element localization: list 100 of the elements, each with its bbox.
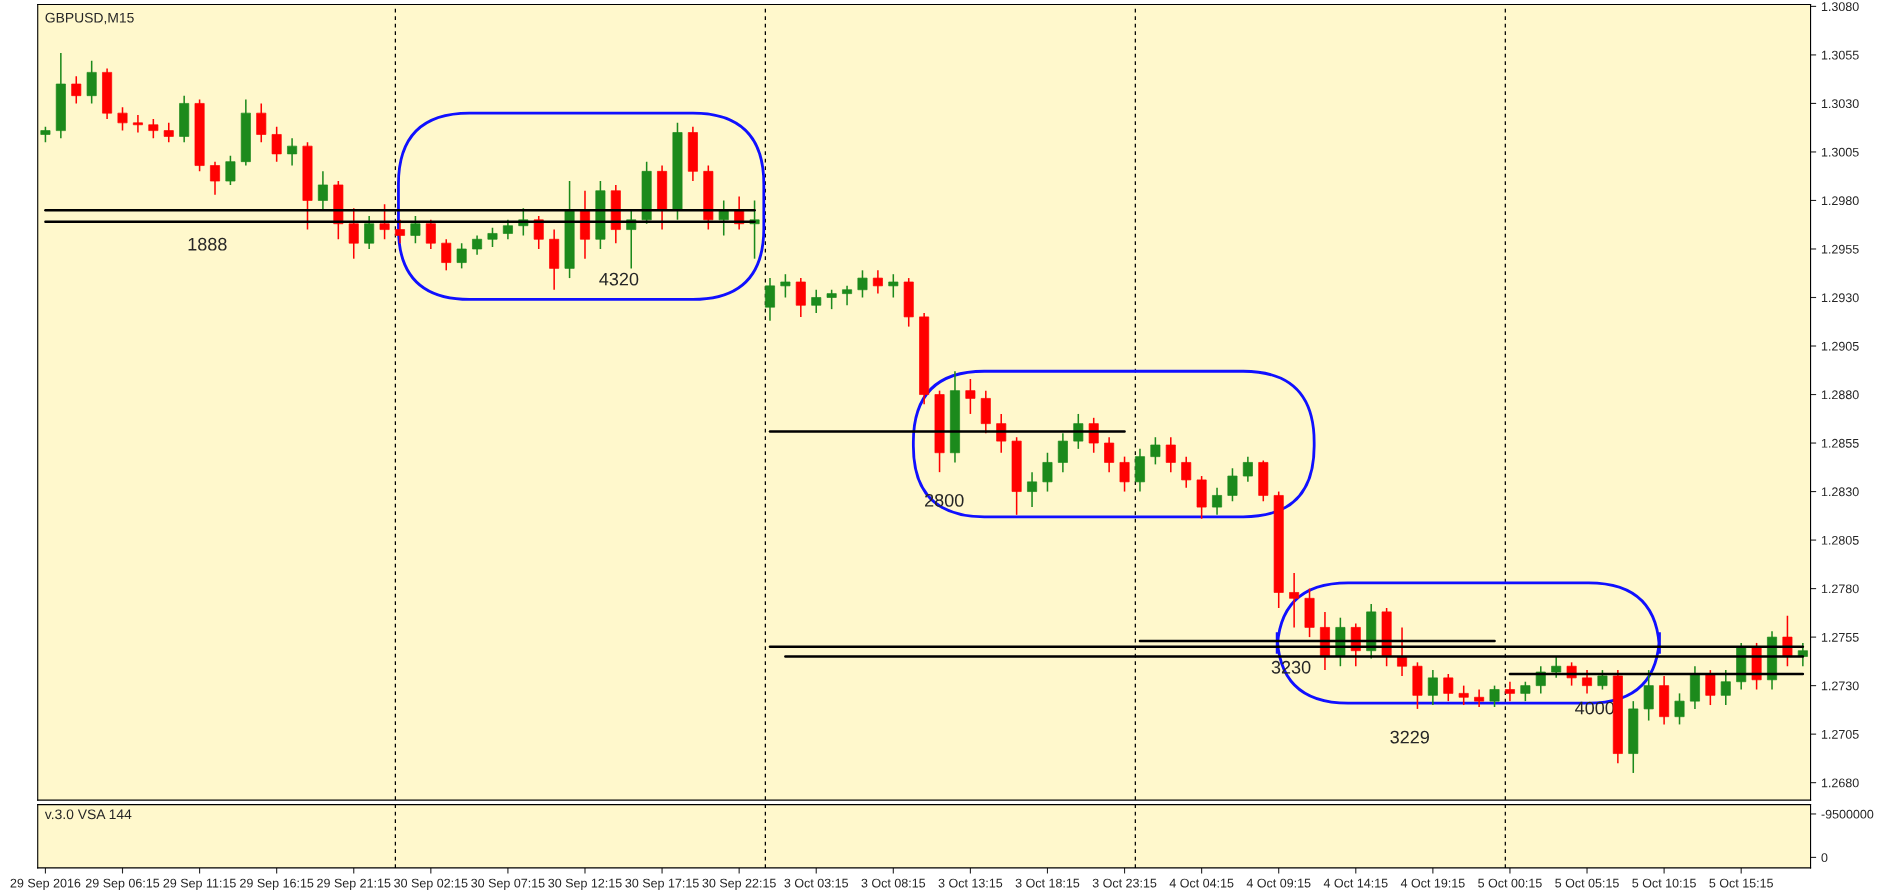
candlestick <box>317 170 328 211</box>
x-tick-label: 4 Oct 09:15 <box>1246 878 1311 888</box>
candlestick <box>718 199 729 237</box>
y-tick-label: 1.2755 <box>1821 632 1859 642</box>
x-tick-label: 30 Sep 17:15 <box>625 878 699 890</box>
candlestick <box>1427 669 1438 706</box>
y-tick-label: 1.2780 <box>1821 584 1859 594</box>
x-tick-label: 4 Oct 14:15 <box>1323 878 1388 888</box>
candlestick <box>1458 684 1469 706</box>
candlestick <box>1165 436 1176 473</box>
x-tick-label: 4 Oct 19:15 <box>1400 878 1465 888</box>
candlestick <box>1027 471 1038 508</box>
candlestick <box>1289 572 1300 629</box>
candlestick <box>1104 436 1115 473</box>
x-tick-label: 5 Oct 00:15 <box>1478 878 1542 888</box>
x-tick-label: 5 Oct 10:15 <box>1632 878 1696 888</box>
x-tick-label: 29 Sep 11:15 <box>163 878 236 890</box>
x-tick-label: 3 Oct 08:15 <box>861 878 926 888</box>
y-tick-label: 1.2855 <box>1821 438 1859 448</box>
x-tick-label: 3 Oct 13:15 <box>938 878 1003 888</box>
candlestick <box>256 102 267 144</box>
candlestick <box>225 155 236 186</box>
x-tick-label: 30 Sep 22:15 <box>702 878 776 890</box>
candlestick <box>533 215 544 250</box>
candlestick <box>456 242 467 270</box>
candlestick <box>795 277 806 318</box>
candlestick <box>502 219 513 241</box>
y-tick-label: 1.2830 <box>1821 487 1859 497</box>
candlestick <box>1443 673 1454 702</box>
candlestick <box>1181 455 1192 489</box>
candlestick <box>1119 455 1130 493</box>
candlestick <box>1504 680 1515 702</box>
candlestick <box>441 238 452 272</box>
candlestick <box>1489 684 1500 708</box>
candlestick <box>148 118 159 140</box>
y-tick-label: 1.3055 <box>1821 50 1859 60</box>
x-tick-label: 29 Sep 16:15 <box>240 878 314 890</box>
candlestick <box>410 215 421 244</box>
text: GBPUSD,M15 <box>45 12 134 25</box>
candlestick <box>826 288 837 310</box>
y-tick-label: -9500000 <box>1821 809 1874 819</box>
candlestick <box>765 277 775 322</box>
x-tick-label: 5 Oct 05:15 <box>1555 878 1619 888</box>
y-tick-label: 1.3080 <box>1821 2 1859 12</box>
x-tick-label: 4 Oct 04:15 <box>1169 878 1234 888</box>
y-tick-label: 1.2905 <box>1821 341 1859 351</box>
x-tick-label: 3 Oct 03:15 <box>784 878 849 888</box>
annotation: 3229 <box>1390 730 1429 744</box>
candlestick <box>271 125 282 163</box>
candlestick <box>1597 669 1608 691</box>
candlestick <box>117 106 128 132</box>
candlestick <box>425 219 436 250</box>
y-tick-label: 1.2955 <box>1821 244 1859 254</box>
candlestick <box>348 207 359 260</box>
candlestick <box>1520 680 1531 702</box>
annotation: 4320 <box>599 272 639 286</box>
y-tick-label: 1.2805 <box>1821 535 1859 545</box>
x-tick-label: 30 Sep 07:15 <box>471 878 545 890</box>
candlestick <box>1705 669 1716 706</box>
candlestick <box>395 219 405 244</box>
candlestick <box>163 122 174 144</box>
candlestick <box>364 215 375 250</box>
candlestick <box>888 273 899 299</box>
y-tick-label: 1.3005 <box>1821 147 1859 157</box>
candlestick <box>1057 432 1068 473</box>
candlestick <box>1643 669 1654 722</box>
candlestick <box>811 288 822 314</box>
candlestick <box>1150 436 1161 466</box>
x-tick-label: 5 Oct 15:15 <box>1709 878 1773 888</box>
candlestick <box>1674 692 1685 726</box>
annotation: 1888 <box>188 237 227 251</box>
y-tick-label: 1.2705 <box>1821 729 1859 739</box>
candlestick <box>872 269 883 295</box>
y-tick-label: 1.2980 <box>1821 196 1859 206</box>
candlestick <box>487 226 498 248</box>
chart-title: v.3.0 VSA 144 <box>44 809 132 820</box>
candlestick <box>132 114 143 134</box>
candlestick <box>1042 451 1053 493</box>
candlestick <box>1242 455 1253 483</box>
x-tick-label: 30 Sep 02:15 <box>394 878 468 890</box>
y-tick-label: 1.2730 <box>1821 681 1859 691</box>
candlestick <box>1582 669 1592 695</box>
candlestick <box>1227 467 1238 503</box>
candlestick <box>965 378 976 415</box>
x-tick-label: 29 Sep 21:15 <box>317 878 391 890</box>
candlestick <box>1212 486 1223 516</box>
x-tick-label: 3 Oct 18:15 <box>1015 878 1080 888</box>
candlestick <box>71 75 82 105</box>
candlestick <box>86 59 97 105</box>
candlestick <box>1720 669 1731 706</box>
y-tick-label: 1.2880 <box>1821 390 1859 400</box>
candlestick <box>210 160 220 196</box>
candlestick <box>379 203 390 241</box>
candlestick <box>842 285 853 307</box>
y-tick-label: 1.2930 <box>1821 293 1859 303</box>
candlestick <box>287 137 298 167</box>
x-tick-label: 30 Sep 12:15 <box>548 878 622 890</box>
x-tick-label: 3 Oct 23:15 <box>1092 878 1157 888</box>
x-tick-label: 29 Sep 06:15 <box>85 878 160 890</box>
candlestick <box>780 273 791 299</box>
